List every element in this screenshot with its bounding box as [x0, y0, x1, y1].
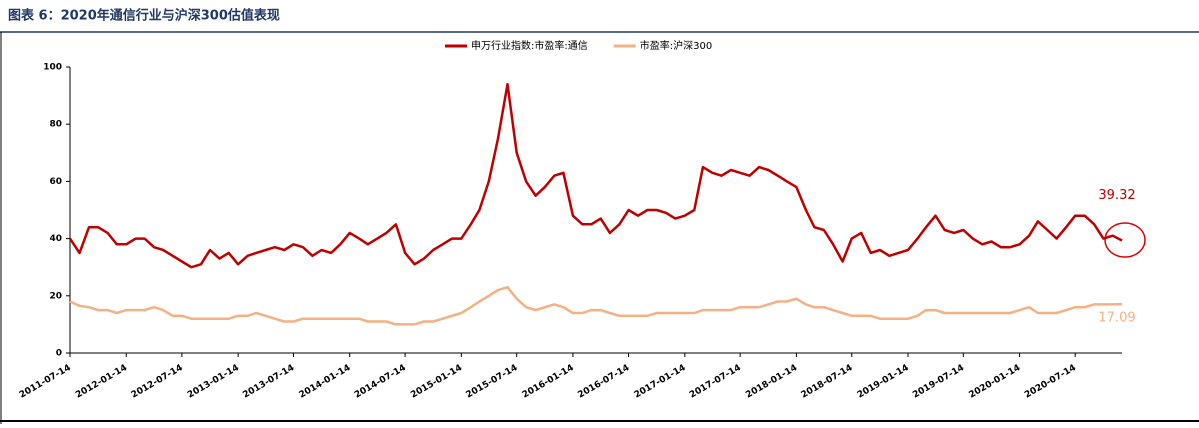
y-tick-label: 60 [49, 177, 62, 187]
x-tick-label: 2013-01-14 [186, 363, 241, 400]
y-tick-label: 20 [49, 291, 62, 301]
x-tick-label: 2019-07-14 [911, 363, 966, 400]
x-tick-label: 2017-07-14 [688, 363, 743, 400]
legend-label: 申万行业指数:市盈率:通信 [471, 39, 588, 52]
y-tick-label: 0 [56, 349, 62, 359]
x-tick-label: 2015-01-14 [409, 363, 464, 400]
x-tick-label: 2016-07-14 [576, 363, 631, 400]
y-tick-label: 80 [49, 120, 62, 130]
y-tick-label: 100 [43, 63, 62, 73]
legend-label: 市盈率:沪深300 [640, 39, 712, 52]
x-tick-label: 2011-07-14 [18, 363, 73, 400]
x-tick-label: 2020-01-14 [967, 363, 1022, 400]
x-tick-label: 2012-07-14 [130, 363, 185, 400]
x-tick-label: 2020-07-14 [1023, 363, 1078, 400]
x-tick-label: 2014-01-14 [298, 363, 353, 400]
end-value-label: 17.09 [1098, 311, 1135, 326]
series-line [69, 285, 1123, 326]
x-tick-label: 2013-07-14 [241, 363, 296, 400]
x-tick-label: 2016-01-14 [521, 363, 576, 400]
y-tick-label: 40 [49, 234, 62, 244]
end-value-label: 39.32 [1098, 188, 1135, 203]
x-tick-label: 2018-07-14 [800, 363, 855, 400]
x-tick-label: 2017-01-14 [633, 363, 688, 400]
x-tick-label: 2014-07-14 [353, 363, 408, 400]
x-tick-label: 2019-01-14 [856, 363, 911, 400]
series-line [68, 82, 1123, 269]
x-tick-label: 2015-07-14 [465, 363, 520, 400]
highlight-circle [1104, 222, 1146, 258]
x-tick-label: 2018-01-14 [744, 363, 799, 400]
chart-title: 图表 6：2020年通信行业与沪深300估值表现 [8, 8, 280, 24]
x-tick-label: 2012-01-14 [74, 363, 129, 400]
